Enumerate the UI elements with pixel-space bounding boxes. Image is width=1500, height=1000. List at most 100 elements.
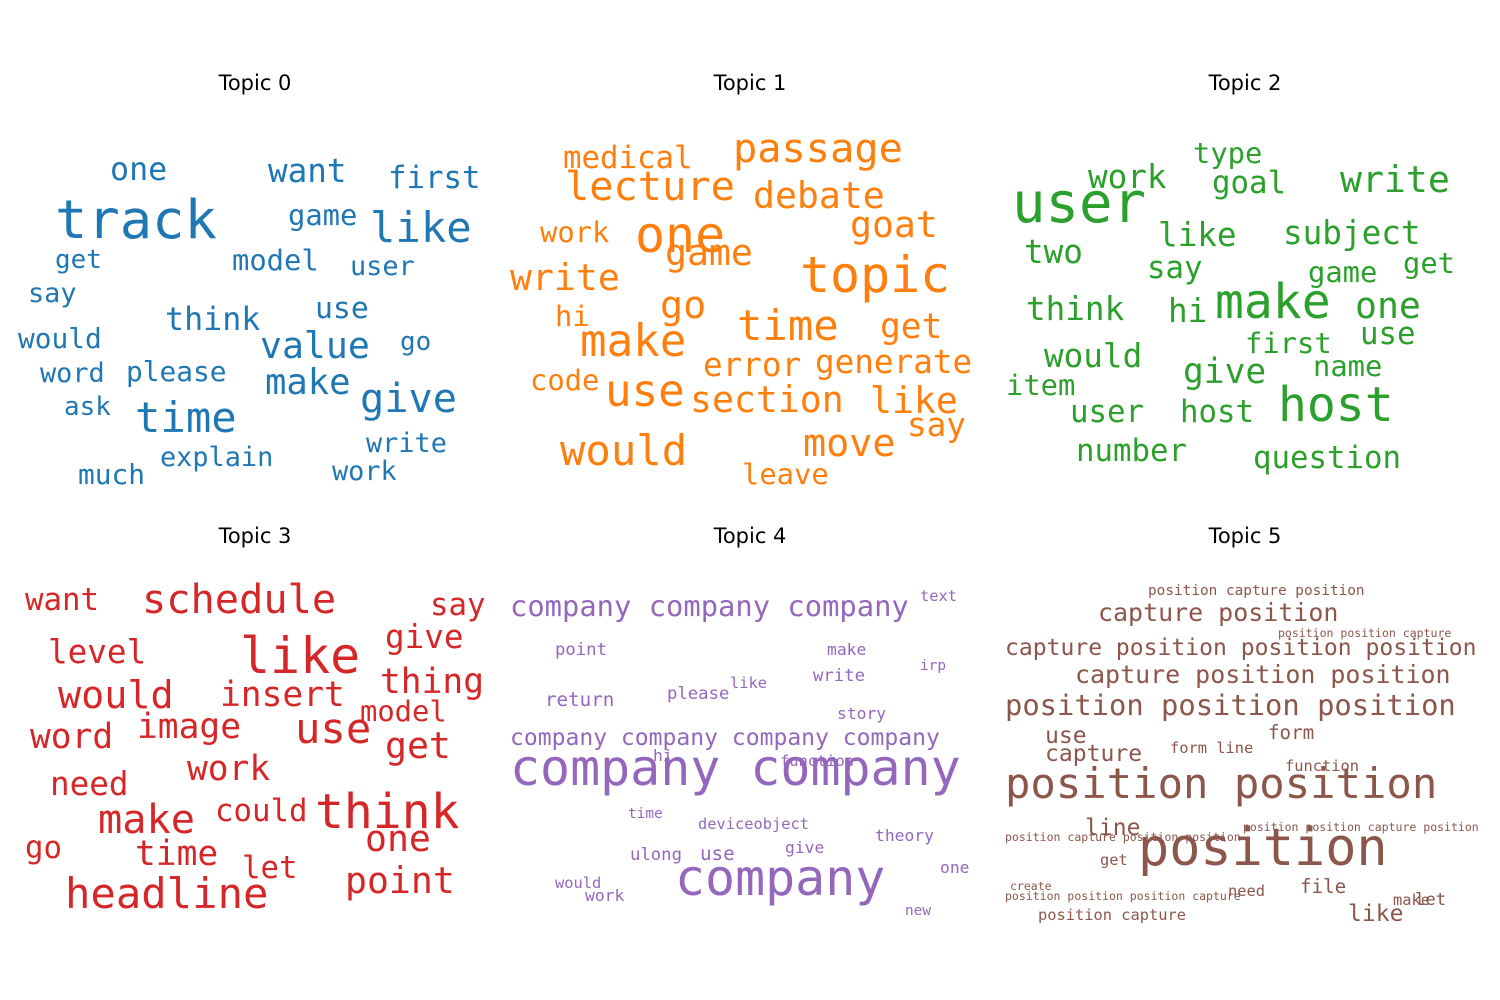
word-return: return — [545, 688, 614, 711]
word-go: go — [25, 830, 62, 866]
word-leave: leave — [742, 457, 829, 491]
word-get: get — [1100, 851, 1128, 869]
topic-panel-4: Topic 4 company company company company co… — [505, 518, 995, 919]
word-first: first — [1245, 326, 1332, 360]
word-hi: hi — [555, 299, 590, 333]
word-medical: medical — [563, 140, 692, 176]
word-say: say — [28, 278, 77, 309]
panel-title: Topic 2 — [1208, 71, 1282, 95]
panel-title: Topic 1 — [713, 71, 787, 95]
word-level: level — [48, 633, 146, 671]
word-position-position-capture-position: position position capture position — [1243, 820, 1479, 834]
word-would: would — [555, 874, 601, 892]
word-ask: ask — [64, 392, 111, 422]
word-schedule: schedule — [142, 576, 336, 623]
wordcloud-3: like think headline use schedule make would poi… — [25, 576, 485, 918]
word-want: want — [268, 152, 347, 190]
word-make: make — [265, 362, 351, 403]
word-position-position: position position — [1005, 759, 1437, 808]
word-move: move — [803, 421, 895, 466]
word-make: make — [1215, 274, 1331, 330]
word-like: like — [870, 379, 958, 422]
word-position-capture-position-position: position capture position position — [1005, 830, 1241, 844]
word-one: one — [940, 858, 969, 877]
word-give: give — [385, 618, 464, 656]
word-item: item — [1006, 368, 1075, 402]
word-like: like — [240, 627, 360, 685]
word-position: position — [1138, 818, 1388, 878]
topic-panel-3: Topic 3 like think headline use schedule make… — [10, 518, 500, 918]
word-position-capture: position capture — [1038, 906, 1186, 924]
word-time: time — [135, 834, 218, 874]
word-hi: hi — [1168, 292, 1207, 330]
word-like: like — [730, 674, 767, 692]
word-error: error — [703, 346, 801, 384]
wordcloud-4: company company company company company co… — [510, 587, 969, 919]
word-two: two — [1024, 233, 1083, 271]
word-passage: passage — [733, 125, 903, 172]
word-name: name — [1313, 349, 1382, 383]
word-theory: theory — [875, 826, 934, 845]
word-capture-position: capture position — [1098, 598, 1338, 627]
word-make: make — [827, 640, 866, 659]
word-go: go — [400, 327, 431, 357]
word-position-position-capture: position position capture — [1278, 626, 1451, 640]
word-time: time — [135, 393, 237, 442]
word-give: give — [785, 838, 824, 857]
word-get: get — [55, 245, 102, 275]
word-much: much — [78, 458, 145, 491]
word-say: say — [430, 587, 485, 623]
word-need: need — [50, 765, 129, 803]
word-need: need — [1228, 882, 1265, 900]
word-question: question — [1253, 440, 1401, 476]
word-word: word — [40, 358, 105, 389]
word-company-company-company-company: company company company company — [510, 725, 940, 751]
word-get: get — [880, 307, 942, 347]
word-host: host — [1278, 377, 1394, 433]
word-model: model — [232, 243, 319, 277]
word-text: text — [920, 587, 957, 605]
panel-title: Topic 5 — [1208, 524, 1282, 548]
word-use: use — [315, 291, 369, 326]
word-time: time — [628, 806, 663, 822]
word-position-capture-position: position capture position — [1148, 583, 1365, 599]
word-make: make — [98, 796, 195, 843]
wordcloud-2: user make host write one give like subject hi wor… — [1006, 136, 1455, 476]
word-write: write — [366, 428, 447, 459]
word-host: host — [1180, 394, 1254, 430]
word-game: game — [1308, 255, 1377, 289]
word-work: work — [540, 215, 609, 249]
word-give: give — [1183, 352, 1266, 392]
word-number: number — [1076, 433, 1187, 469]
word-image: image — [137, 707, 241, 747]
word-goal: goal — [1212, 165, 1286, 201]
word-type: type — [1193, 136, 1262, 170]
word-create: create — [1010, 879, 1052, 893]
word-work: work — [1088, 158, 1167, 196]
word-code: code — [530, 363, 599, 397]
word-one: one — [635, 206, 725, 264]
word-hi: hi — [653, 746, 673, 765]
word-write: write — [510, 256, 620, 299]
word-irp: irp — [920, 658, 946, 674]
word-let: let — [1415, 890, 1446, 910]
word-please: please — [667, 684, 729, 704]
word-think: think — [165, 302, 260, 338]
word-lecture: lecture — [565, 163, 735, 210]
word-write: write — [1340, 158, 1450, 201]
word-say: say — [1147, 250, 1202, 286]
word-one: one — [1355, 284, 1421, 327]
word-use: use — [1045, 723, 1087, 749]
word-make: make — [580, 316, 686, 367]
word-think: think — [315, 784, 460, 840]
word-deviceobject: deviceobject — [698, 815, 809, 833]
word-one: one — [110, 152, 167, 188]
word-point: point — [555, 640, 607, 660]
word-use: use — [605, 366, 685, 417]
word-say: say — [907, 406, 966, 444]
word-topic: topic — [800, 246, 950, 304]
word-form: form — [1268, 721, 1314, 744]
topic-panel-2: Topic 2 user make host write one give like subj… — [1000, 65, 1490, 476]
